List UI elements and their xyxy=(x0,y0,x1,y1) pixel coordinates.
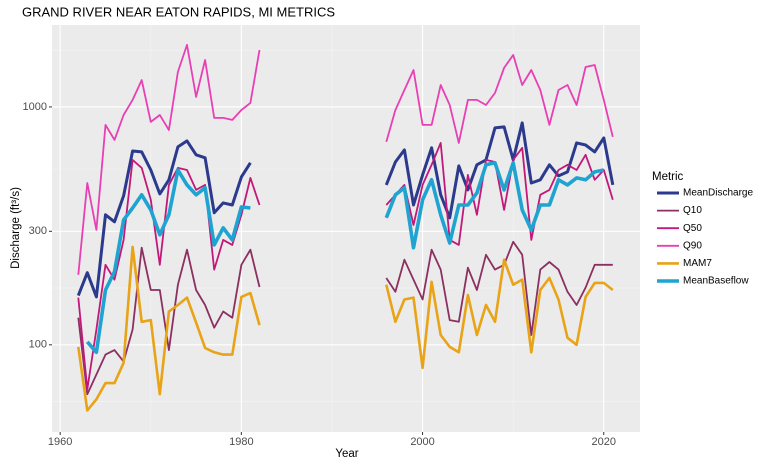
legend-label: Q90 xyxy=(683,240,702,251)
y-axis-title: Discharge (ft³/s) xyxy=(10,187,22,269)
plot-panel xyxy=(52,25,640,432)
y-tick-label: 1000 xyxy=(23,101,47,113)
legend-label: Q10 xyxy=(683,205,702,216)
legend-label: MeanDischarge xyxy=(683,188,753,199)
x-tick-label: 2000 xyxy=(410,436,434,448)
legend-title: Metric xyxy=(652,171,684,183)
series-line xyxy=(85,161,605,355)
series-line xyxy=(77,142,614,391)
y-tick-label: 100 xyxy=(29,339,47,351)
x-tick-label: 2020 xyxy=(592,436,616,448)
chart-title: GRAND RIVER NEAR EATON RAPIDS, MI METRIC… xyxy=(22,4,335,19)
legend: MeanDischarge Q10 Q50 Q90 MAM7 MeanBaseflow xyxy=(657,188,753,287)
legend-label: MeanBaseflow xyxy=(683,276,749,287)
x-axis-title: Year xyxy=(335,448,358,460)
x-tick-label: 1960 xyxy=(48,436,72,448)
y-tick-label: 300 xyxy=(29,225,47,237)
lines xyxy=(76,44,615,412)
legend-label: MAM7 xyxy=(683,258,712,269)
series-line xyxy=(77,245,614,412)
legend-label: Q50 xyxy=(683,223,702,234)
series-line xyxy=(76,121,615,299)
series-line xyxy=(77,240,613,396)
series-line xyxy=(77,44,614,275)
x-tick-label: 1980 xyxy=(229,436,253,448)
